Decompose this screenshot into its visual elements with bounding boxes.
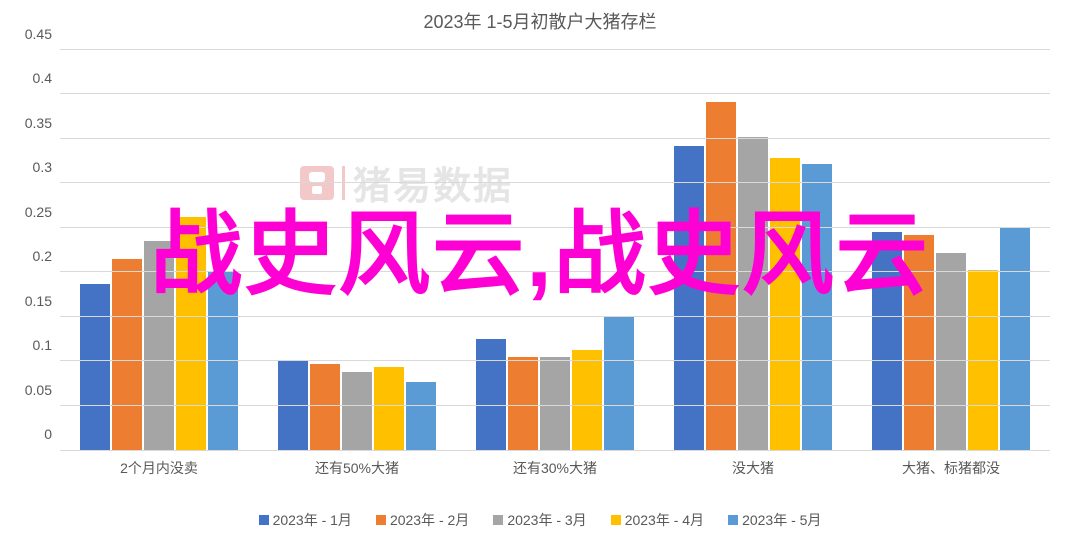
legend-swatch [728,515,738,525]
grid-line [60,49,1050,50]
legend-label: 2023年 - 4月 [625,510,704,530]
ytick-label: 0.35 [25,115,60,131]
ytick-label: 0.05 [25,382,60,398]
bar [572,350,602,450]
bar [144,241,174,450]
xtick-label: 还有30%大猪 [456,450,654,478]
bar [604,317,634,450]
ytick-label: 0.25 [25,204,60,220]
bar-group: 还有50%大猪 [258,50,456,450]
xtick-label: 2个月内没卖 [60,450,258,478]
plot-area: 2个月内没卖还有50%大猪还有30%大猪没大猪大猪、标猪都没 00.050.10… [60,50,1050,451]
legend: 2023年 - 1月 2023年 - 2月 2023年 - 3月 2023年 - 4月… [0,510,1080,530]
legend-item: 2023年 - 3月 [493,510,586,530]
chart-container: 2023年 1-5月初散户大猪存栏 猪易数据 2个月内没卖还有50%大猪还有30… [0,0,1080,540]
ytick-label: 0.3 [33,159,60,175]
ytick-label: 0.45 [25,26,60,42]
grid-line [60,271,1050,272]
bar [872,232,902,450]
legend-item: 2023年 - 2月 [376,510,469,530]
bar [310,364,340,450]
bar [278,361,308,450]
xtick-label: 大猪、标猪都没 [852,450,1050,478]
bar [904,235,934,450]
ytick-label: 0.2 [33,248,60,264]
bar [508,357,538,450]
grid-line [60,138,1050,139]
bar-group: 大猪、标猪都没 [852,50,1050,450]
grid-line [60,182,1050,183]
legend-label: 2023年 - 2月 [390,510,469,530]
grid-line [60,405,1050,406]
bar [1000,228,1030,450]
legend-label: 2023年 - 1月 [273,510,352,530]
legend-swatch [376,515,386,525]
legend-swatch [259,515,269,525]
grid-line [60,227,1050,228]
xtick-label: 没大猪 [654,450,852,478]
ytick-label: 0.1 [33,337,60,353]
bar [936,253,966,450]
ytick-label: 0 [44,426,60,442]
legend-label: 2023年 - 5月 [742,510,821,530]
bar [112,259,142,450]
bar [374,367,404,450]
bar [706,102,736,450]
grid-line [60,316,1050,317]
bar [802,164,832,450]
legend-item: 2023年 - 4月 [611,510,704,530]
bar [342,372,372,450]
legend-swatch [493,515,503,525]
bar [176,217,206,450]
bar-group: 2个月内没卖 [60,50,258,450]
bar [80,284,110,450]
bar-groups: 2个月内没卖还有50%大猪还有30%大猪没大猪大猪、标猪都没 [60,50,1050,450]
ytick-label: 0.4 [33,70,60,86]
legend-item: 2023年 - 5月 [728,510,821,530]
bar [540,357,570,450]
ytick-label: 0.15 [25,293,60,309]
bar-group: 还有30%大猪 [456,50,654,450]
bar [476,339,506,450]
grid-line [60,360,1050,361]
bar [406,382,436,450]
legend-item: 2023年 - 1月 [259,510,352,530]
legend-swatch [611,515,621,525]
bar [770,158,800,450]
xtick-label: 还有50%大猪 [258,450,456,478]
chart-title: 2023年 1-5月初散户大猪存栏 [0,8,1080,34]
bar-group: 没大猪 [654,50,852,450]
grid-line [60,93,1050,94]
legend-label: 2023年 - 3月 [507,510,586,530]
bar [738,137,768,450]
